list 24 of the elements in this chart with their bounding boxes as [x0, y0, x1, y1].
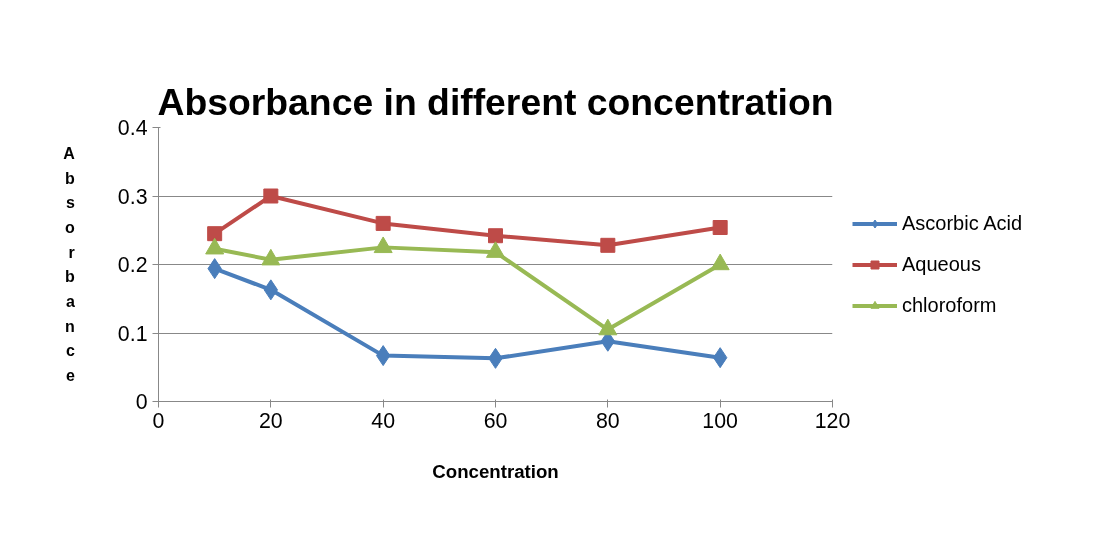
point [207, 226, 223, 242]
x-tick-label: 0 [152, 408, 165, 433]
chart-title: Absorbance in different concentration [157, 80, 834, 123]
x-tick-label: 120 [814, 408, 851, 433]
legend-label: chloroform [902, 293, 997, 317]
point [600, 237, 616, 253]
y-tick-label: 0 [135, 390, 148, 414]
x-tick-label: 60 [483, 408, 508, 433]
x-tick-label: 40 [371, 408, 396, 433]
text: Absorbance [63, 145, 75, 384]
legend-label: Aqueous [902, 252, 981, 276]
x-tick-label: 20 [258, 408, 283, 433]
y-tick-label: 0.2 [117, 253, 148, 277]
x-tick-label: 100 [702, 408, 739, 433]
point [375, 215, 391, 231]
point [263, 188, 279, 204]
y-tick-label: 0.3 [117, 184, 148, 209]
point [488, 228, 503, 244]
y-tick-label: 0.4 [117, 116, 148, 140]
y-tick-label: 0.1 [117, 321, 148, 346]
point [712, 220, 728, 236]
x-axis-title: Concentration [432, 460, 559, 482]
x-tick-label: 80 [595, 408, 620, 433]
legend-label: Ascorbic Acid [902, 211, 1023, 235]
